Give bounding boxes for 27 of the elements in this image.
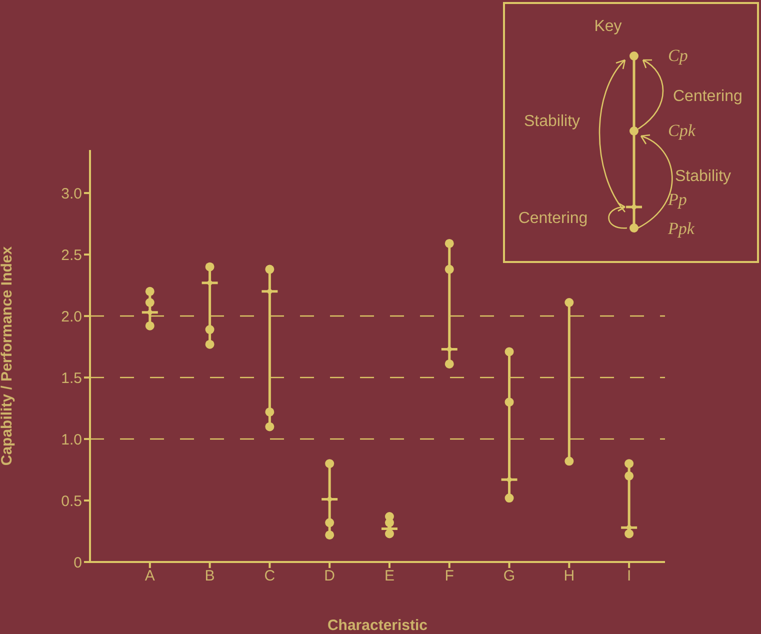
x-tick-label: A (144, 568, 155, 585)
x-tick-label: F (444, 568, 454, 585)
y-tick-label: 0.5 (61, 492, 82, 510)
y-tick-label: 1.5 (61, 370, 82, 387)
y-tick-label: 0 (74, 554, 82, 572)
annotation: Centering (518, 210, 588, 227)
y-axis-title: Capability / Performance Index (0, 246, 16, 466)
x-tick-label: E (384, 568, 394, 585)
x-axis-title: Characteristic (327, 617, 428, 634)
y-tick-label: 1.0 (61, 431, 82, 448)
x-tick-label: B (204, 568, 215, 585)
x-tick-label: H (564, 568, 575, 585)
x-tick-label: D (324, 568, 336, 585)
y-tick-label: 3.0 (61, 185, 82, 202)
text: Centering (673, 88, 742, 105)
x-tick-label: G (503, 568, 516, 585)
text: Stability (675, 168, 732, 185)
x-tick-label: C (264, 568, 276, 585)
y-tick-label: 2.5 (61, 246, 82, 264)
legend-label: Cp (668, 46, 688, 65)
legend-title: Key (594, 18, 622, 35)
y-tick-label: 2.0 (61, 308, 82, 326)
x-tick-label: I (626, 568, 632, 585)
legend-label: Pp (667, 190, 687, 209)
legend-label: Cpk (668, 121, 696, 140)
text: Stability (524, 113, 580, 130)
legend-label: Ppk (667, 219, 695, 238)
